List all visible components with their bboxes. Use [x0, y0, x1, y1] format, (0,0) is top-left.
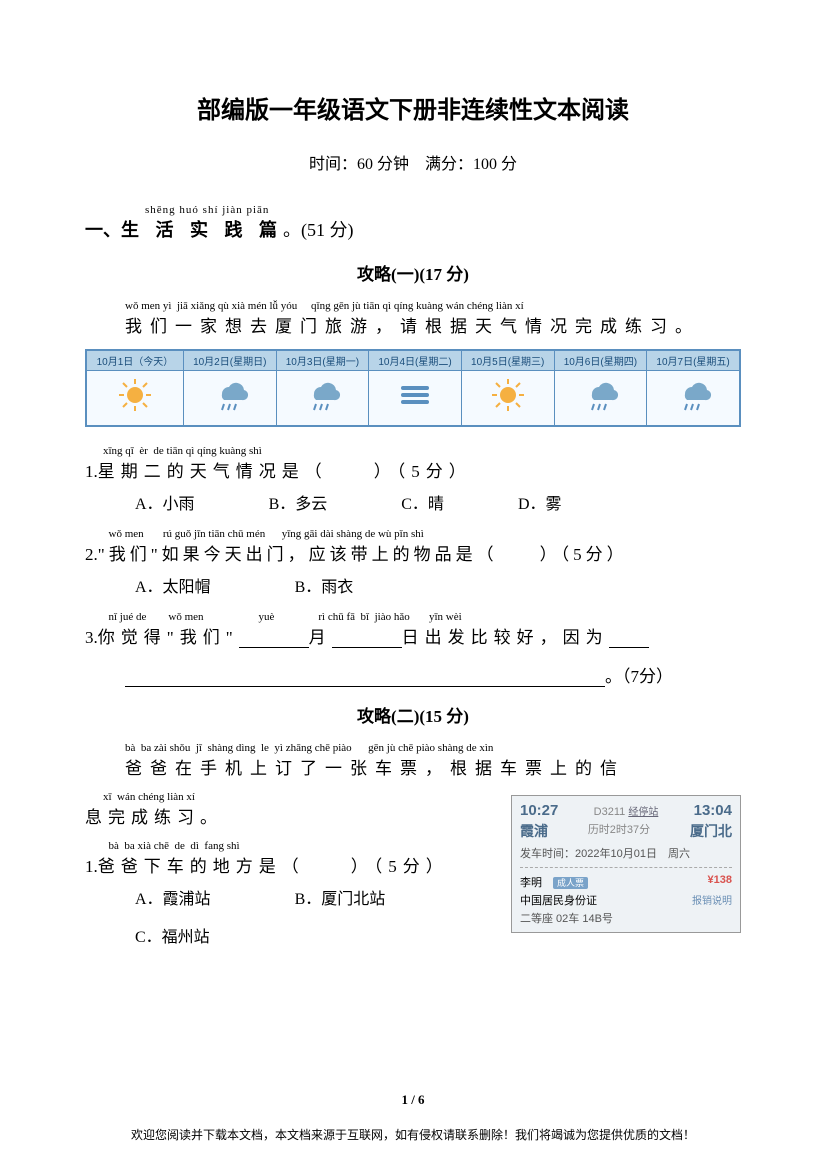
q4-opt-b: B．厦门北站: [295, 885, 386, 909]
weather-cell: [647, 371, 740, 426]
weather-date: 10月2日(星期日): [183, 350, 276, 371]
section-1-pinyin: shēng huó shí jiàn piān: [145, 204, 741, 216]
q3-pinyin: nǐ jué de wǒ men yuè rì chū fā bǐ jiào h…: [103, 611, 741, 623]
intro-1: wǒ men yì jiā xiǎng qù xià mén lǚ yóu qǐ…: [85, 300, 741, 337]
page-title: 部编版一年级语文下册非连续性文本阅读: [85, 90, 741, 125]
q4-opt-a: A．霞浦站: [135, 885, 211, 909]
q1-opt-c: C．晴: [401, 490, 444, 514]
intro-2: bà ba zài shǒu jī shàng dìng le yì zhāng…: [85, 742, 741, 779]
q1-opt-d: D．雾: [518, 490, 562, 514]
section-1-number: 一、: [85, 220, 121, 240]
intro-2-pinyin-1: bà ba zài shǒu jī shàng dìng le yì zhāng…: [125, 742, 741, 754]
q2-pinyin: wǒ men rú guǒ jīn tiān chū mén yīng gāi …: [103, 528, 741, 540]
ticket-divider: [520, 867, 732, 868]
intro-1-pinyin: wǒ men yì jiā xiǎng qù xià mén lǚ yóu qǐ…: [125, 300, 741, 312]
weather-date-row: 10月1日（今天） 10月2日(星期日) 10月3日(星期一) 10月4日(星期…: [86, 350, 740, 371]
weather-date: 10月1日（今天）: [86, 350, 183, 371]
blank-month: [239, 630, 309, 648]
q3-tail: 。（7分）: [605, 667, 673, 686]
ticket-seat: 二等座 02车 14B号: [520, 910, 732, 926]
ticket-id: 中国居民身份证: [520, 892, 597, 908]
q1-text: 星期二的天气情况是（ ）（5分）: [98, 462, 472, 481]
weather-date: 10月5日(星期三): [461, 350, 554, 371]
q1-opt-b: B．多云: [269, 490, 328, 514]
blank-day: [332, 630, 402, 648]
ticket-price: ¥138: [708, 874, 732, 890]
blank-reason-start: [609, 630, 649, 648]
q1-pinyin: xīng qī èr de tiān qì qíng kuàng shì: [103, 445, 741, 457]
weather-date: 10月3日(星期一): [276, 350, 369, 371]
ticket-dep-station: 霞浦: [520, 821, 548, 841]
intro-2-hanzi-1: 爸爸在手机上订了一张车票，根据车票上的信: [125, 754, 741, 779]
q1-number: 1.: [85, 462, 98, 481]
ticket-arr-time: 13:04: [694, 802, 732, 819]
q3-number: 3.: [85, 628, 98, 647]
weather-cell: [554, 371, 647, 426]
section-1-text: 生 活 实 践 篇: [121, 220, 283, 240]
weather-table: 10月1日（今天） 10月2日(星期日) 10月3日(星期一) 10月4日(星期…: [85, 349, 741, 427]
rain-icon: [210, 376, 250, 419]
intro-1-hanzi: 我们一家想去厦门旅游，请根据天气情况完成练习。: [125, 312, 741, 337]
q2-options: A．太阳帽 B．雨衣: [135, 573, 741, 597]
q2-opt-b: B．雨衣: [295, 573, 354, 597]
q3-text-b: 月: [309, 628, 332, 647]
weather-date: 10月4日(星期二): [369, 350, 462, 371]
section-1-tail: 。(51 分): [283, 220, 354, 240]
ticket-duration: 历时2时37分: [588, 821, 650, 841]
q4-opt-c: C．福州站: [135, 923, 210, 947]
ticket-arr-station: 厦门北: [690, 821, 732, 841]
ticket-name: 李明: [520, 877, 542, 889]
fog-icon: [395, 376, 435, 419]
sun-icon: [117, 377, 153, 418]
ticket-train-no: D3211: [594, 806, 626, 818]
rain-icon: [302, 376, 342, 419]
ticket-stops-link: 经停站: [628, 807, 658, 818]
q4-text: 爸爸下车的地方是（ ）（5分）: [98, 857, 449, 876]
weather-icon-row: [86, 371, 740, 426]
question-2: wǒ men rú guǒ jīn tiān chū mén yīng gāi …: [85, 528, 741, 597]
weather-cell: [276, 371, 369, 426]
exam-meta: 时间：60 分钟 满分：100 分: [85, 150, 741, 174]
q4-number: 1.: [85, 857, 98, 876]
q2-number: 2.: [85, 545, 98, 564]
rain-icon: [580, 376, 620, 419]
q2-opt-a: A．太阳帽: [135, 573, 211, 597]
sun-icon: [490, 377, 526, 418]
page-number: 1 / 6: [0, 1092, 826, 1108]
ticket-badge: 成人票: [553, 877, 588, 889]
weather-cell: [461, 371, 554, 426]
q3-text-c: 日出发比较好，因为: [402, 628, 609, 647]
q1-opt-a: A．小雨: [135, 490, 195, 514]
section-1-heading: shēng huó shí jiàn piān 一、生 活 实 践 篇。(51 …: [85, 204, 741, 242]
footer-text: 欢迎您阅读并下载本文档，本文档来源于互联网，如有侵权请联系删除！我们将竭诚为您提…: [0, 1126, 826, 1143]
ticket-dep-time: 10:27: [520, 802, 558, 819]
weather-cell: [86, 371, 183, 426]
ticket-dep-line: 发车时间：2022年10月01日 周六: [520, 845, 732, 861]
train-ticket: 10:27 D3211 经停站 13:04 霞浦 历时2时37分 厦门北 发车时…: [511, 795, 741, 933]
rain-icon: [673, 376, 713, 419]
q1-options: A．小雨 B．多云 C．晴 D．雾: [135, 490, 741, 514]
strategy-2-title: 攻略(二)(15 分): [85, 702, 741, 727]
weather-cell: [369, 371, 462, 426]
weather-date: 10月7日(星期五): [647, 350, 740, 371]
weather-date: 10月6日(星期四): [554, 350, 647, 371]
question-1: xīng qī èr de tiān qì qíng kuàng shì 1.星…: [85, 445, 741, 514]
question-3: nǐ jué de wǒ men yuè rì chū fā bǐ jiào h…: [85, 611, 741, 687]
weather-cell: [183, 371, 276, 426]
blank-reason-line: [125, 669, 605, 687]
strategy-1-title: 攻略(一)(17 分): [85, 260, 741, 285]
ticket-link: 报销说明: [692, 892, 732, 908]
q3-text-a: 你觉得"我们": [98, 628, 239, 647]
q2-text: "我们"如果今天出门，应该带上的物品是（ ）（5分）: [98, 545, 628, 564]
